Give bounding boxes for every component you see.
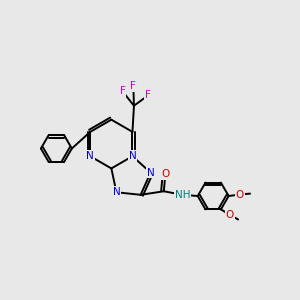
Text: N: N (147, 167, 154, 178)
Text: N: N (112, 187, 120, 197)
Text: F: F (145, 90, 151, 100)
Text: O: O (236, 190, 244, 200)
Text: F: F (120, 86, 126, 96)
Text: N: N (86, 151, 94, 161)
Text: NH: NH (175, 190, 190, 200)
Text: O: O (161, 169, 170, 179)
Text: F: F (130, 81, 136, 92)
Text: O: O (226, 210, 234, 220)
Text: N: N (129, 151, 136, 161)
